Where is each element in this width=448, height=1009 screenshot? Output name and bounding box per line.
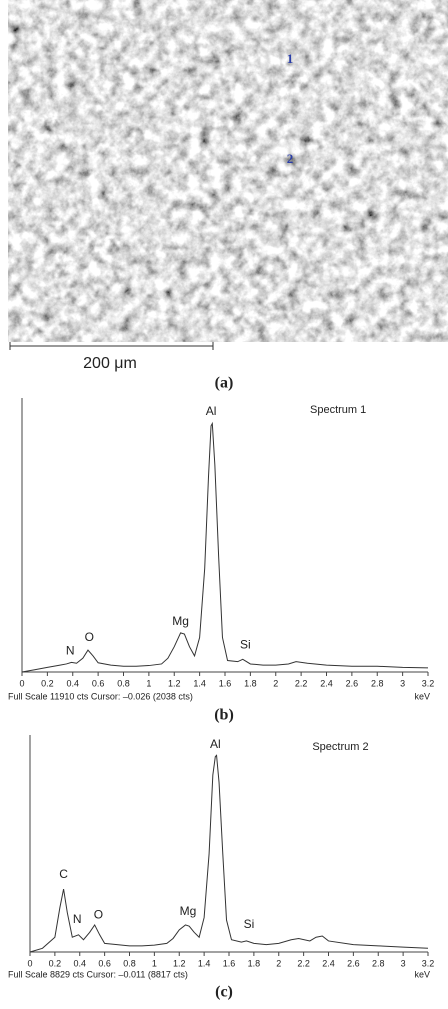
x-tick-label: 1 <box>152 958 157 968</box>
x-tick-label: 3.2 <box>422 678 435 688</box>
scale-note: Full Scale 8829 cts Cursor: –0.011 (8817… <box>8 969 188 979</box>
x-tick-label: 1.8 <box>248 958 261 968</box>
x-tick-label: 2.6 <box>346 678 359 688</box>
scale-label: 200 μm <box>83 355 137 372</box>
site-marker: 1 <box>287 51 294 66</box>
axes <box>21 398 428 673</box>
peak-label: Si <box>240 637 251 651</box>
peak-label: C <box>59 867 68 881</box>
axes <box>29 735 428 953</box>
x-tick-label: 1.8 <box>244 678 257 688</box>
x-tick-label: 0 <box>19 678 24 688</box>
x-tick-label: 0.2 <box>41 678 54 688</box>
scale-bar <box>9 342 214 350</box>
x-tick-label: 1.2 <box>173 958 186 968</box>
peak-label: Mg <box>172 614 189 628</box>
x-tick-label: 0.2 <box>49 958 62 968</box>
x-tick-label: 2.2 <box>297 958 310 968</box>
peak-label: Al <box>210 737 221 751</box>
x-tick-label: 0.6 <box>92 678 105 688</box>
x-tick-label: 1.4 <box>193 678 206 688</box>
x-tick-label: 2.2 <box>295 678 308 688</box>
x-tick-label: 2 <box>276 958 281 968</box>
peak-label: N <box>66 643 75 657</box>
peak-label: O <box>85 630 94 644</box>
x-tick-label: 1 <box>146 678 151 688</box>
charts: 0 0.2 0.4 0.6 0.8 1 1.2 1.4 1.6 1.8 2 2.2 2.4 2.6 2.8 3… <box>8 398 434 1001</box>
peak-label: Mg <box>180 904 197 918</box>
x-tick-label: 0.6 <box>98 958 111 968</box>
x-tick-label: 0.4 <box>66 678 79 688</box>
peak-label: O <box>94 907 103 921</box>
x-tick-label: 1.4 <box>198 958 211 968</box>
scale-note: Full Scale 11910 cts Cursor: –0.026 (203… <box>8 691 193 701</box>
spectrum-line <box>29 754 429 953</box>
x-tick-label: 1.2 <box>168 678 181 688</box>
chart-title: Spectrum 2 <box>312 741 368 753</box>
x-axis-label: keV <box>414 969 430 979</box>
panel-label: (a) <box>215 375 234 392</box>
x-tick-label: 2.6 <box>347 958 360 968</box>
panel-label: (b) <box>214 707 234 724</box>
x-tick-label: 2.8 <box>372 958 385 968</box>
x-tick-label: 2.4 <box>320 678 333 688</box>
x-tick-label: 1.6 <box>223 958 236 968</box>
x-axis-label: keV <box>414 691 430 701</box>
x-tick-label: 0.4 <box>73 958 86 968</box>
site-marker: 2 <box>287 151 294 166</box>
peak-label: Al <box>206 404 217 418</box>
x-tick-label: 2.8 <box>371 678 384 688</box>
x-tick-label: 3 <box>401 958 406 968</box>
x-tick-label: 1.6 <box>219 678 232 688</box>
panel-label: (c) <box>215 984 233 1001</box>
x-tick-label: 2 <box>273 678 278 688</box>
x-tick-label: 0.8 <box>117 678 130 688</box>
peak-label: Si <box>244 917 255 931</box>
x-tick-label: 3 <box>400 678 405 688</box>
x-tick-label: 0.8 <box>123 958 136 968</box>
spectrum-line <box>21 421 429 673</box>
x-tick-label: 0 <box>27 958 32 968</box>
x-tick-label: 3.2 <box>422 958 435 968</box>
x-tick-label: 2.4 <box>322 958 335 968</box>
sem-image <box>8 0 448 342</box>
chart-title: Spectrum 1 <box>310 404 366 416</box>
peak-label: N <box>73 912 82 926</box>
